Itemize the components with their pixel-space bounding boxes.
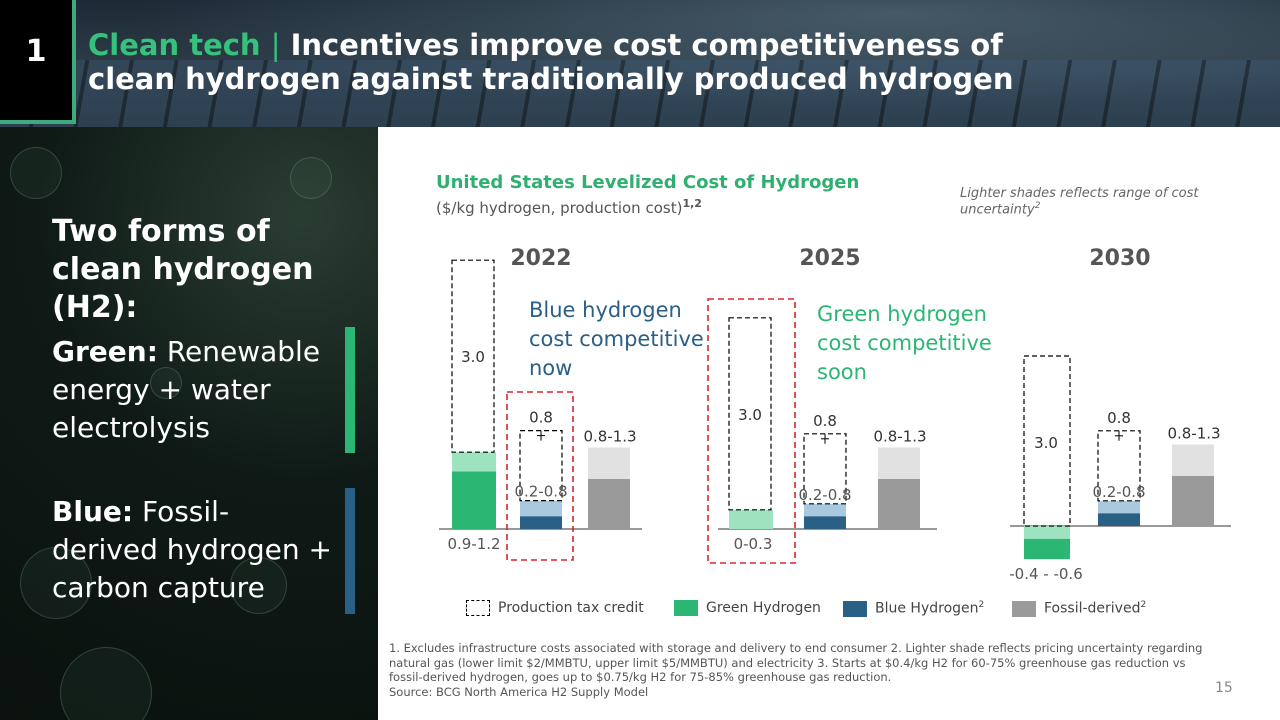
title-accent: Clean tech bbox=[88, 28, 261, 62]
green-ptc-label: 3.0 bbox=[461, 348, 485, 366]
bubble-decoration bbox=[20, 547, 92, 619]
bubble-decoration bbox=[290, 157, 332, 199]
legend-fossil-label: Fossil-derived bbox=[1044, 600, 1141, 617]
green-ptc-label: 3.0 bbox=[1034, 434, 1058, 452]
header-banner: 1 Clean tech | Incentives improve cost c… bbox=[0, 0, 1280, 127]
blue-bar-range bbox=[520, 500, 562, 517]
footnote-source: Source: BCG North America H2 Supply Mode… bbox=[389, 684, 649, 699]
footnote-line1: 1. Excludes infrastructure costs associa… bbox=[389, 641, 1203, 655]
page-title: Clean tech | Incentives improve cost com… bbox=[88, 28, 1088, 96]
left-panel: Two forms of clean hydrogen (H2): Green:… bbox=[0, 127, 378, 720]
green-ptc-bar bbox=[451, 259, 495, 453]
blue-2022-highlight-box bbox=[506, 391, 574, 561]
uncertainty-note-sup: 2 bbox=[1034, 201, 1041, 211]
hydrogen-cost-chart: 2022 3.0 0.9-1.2 0.8 0.2-0.8 0.8-1.3 2025 3.0 0-… bbox=[439, 246, 1231, 583]
green-callout-line: soon bbox=[817, 360, 867, 384]
fossil-bar-range bbox=[588, 447, 630, 479]
blue-definition: Blue: Fossil-derived hydrogen + carbon c… bbox=[52, 493, 332, 607]
legend-green: Green Hydrogen bbox=[674, 600, 821, 620]
green-ptc-bar bbox=[728, 317, 772, 511]
footnote: 1. Excludes infrastructure costs associa… bbox=[389, 641, 1249, 699]
chart-subtitle: ($/kg hydrogen, production cost)1,2 bbox=[436, 197, 702, 217]
fossil-value-label: 0.8-1.3 bbox=[583, 427, 636, 445]
legend-fossil: Fossil-derived2 bbox=[1012, 600, 1146, 620]
green-callout-line: cost competitive bbox=[817, 331, 992, 355]
legend-ptc-label: Production tax credit bbox=[498, 600, 644, 616]
legend-blue: Blue Hydrogen2 bbox=[843, 600, 984, 620]
green-bar-range bbox=[1024, 526, 1070, 539]
legend-fossil-sup: 2 bbox=[1140, 600, 1147, 610]
legend-green-label: Green Hydrogen bbox=[706, 600, 821, 616]
bubble-decoration bbox=[60, 647, 152, 720]
page-number: 15 bbox=[1215, 680, 1233, 696]
blue-bar-low bbox=[520, 516, 562, 529]
chart-title: United States Levelized Cost of Hydrogen bbox=[436, 172, 860, 193]
green-2025-highlight-box bbox=[707, 298, 796, 564]
blue-value-label: 0.2-0.8 bbox=[1092, 483, 1145, 501]
fossil-value-label: 0.8-1.3 bbox=[873, 427, 926, 445]
uncertainty-note-text: Lighter shades reflects range of cost un… bbox=[960, 186, 1199, 218]
green-bar-low bbox=[1024, 538, 1070, 560]
blue-callout-line: cost competitive bbox=[529, 327, 704, 351]
green-label: Green: bbox=[52, 335, 158, 368]
legend-ptc: Production tax credit bbox=[466, 600, 644, 620]
green-value-label: -0.4 - -0.6 bbox=[1009, 565, 1082, 583]
green-ptc-bar bbox=[1023, 355, 1071, 527]
year-label-2030: 2030 bbox=[1089, 246, 1150, 271]
blue-label: Blue: bbox=[52, 495, 134, 528]
blue-callout-line: Blue hydrogen bbox=[529, 298, 682, 322]
legend-blue-swatch bbox=[843, 600, 867, 617]
green-callout-line: Green hydrogen bbox=[817, 302, 987, 326]
green-bar-low bbox=[452, 471, 496, 529]
title-line1: Incentives improve cost competitiveness … bbox=[290, 28, 1003, 62]
legend-ptc-swatch bbox=[466, 600, 490, 616]
fossil-bar-range bbox=[878, 447, 920, 479]
blue-bar-low bbox=[1098, 513, 1140, 526]
green-value-label: 0.9-1.2 bbox=[447, 535, 500, 553]
uncertainty-note: Lighter shades reflects range of cost un… bbox=[960, 186, 1260, 217]
left-heading: Two forms of clean hydrogen (H2): bbox=[52, 214, 314, 325]
legend-fossil-swatch bbox=[1012, 600, 1036, 617]
section-number-box: 1 bbox=[0, 0, 76, 124]
blue-ptc-label: 0.8 bbox=[1107, 409, 1131, 427]
bubble-decoration bbox=[230, 557, 287, 614]
fossil-bar-low bbox=[1172, 475, 1214, 526]
green-definition: Green: Renewable energy + water electrol… bbox=[52, 333, 332, 447]
blue-callout-line: now bbox=[529, 356, 572, 380]
green-value-label: 0-0.3 bbox=[734, 535, 773, 553]
solar-panels-image bbox=[0, 60, 1280, 127]
blue-bar-range bbox=[804, 503, 846, 517]
blue-ptc-label: 0.8 bbox=[529, 409, 553, 427]
blue-bar-range bbox=[1098, 500, 1140, 514]
year-label-2025: 2025 bbox=[799, 246, 860, 271]
fossil-value-label: 0.8-1.3 bbox=[1167, 424, 1220, 442]
blue-value-label: 0.2-0.8 bbox=[514, 483, 567, 501]
legend-blue-label: Blue Hydrogen bbox=[875, 600, 979, 617]
green-bar-range bbox=[452, 452, 496, 472]
green-ptc-label: 3.0 bbox=[738, 406, 762, 424]
fossil-bar-low bbox=[878, 478, 920, 529]
green-text: Renewable energy + water electrolysis bbox=[52, 335, 321, 444]
blue-text: Fossil-derived hydrogen + carbon capture bbox=[52, 495, 332, 604]
year-label-2022: 2022 bbox=[510, 246, 571, 271]
blue-bar-low bbox=[804, 516, 846, 529]
footnote-line2: natural gas (lower limit $2/MMBTU, upper… bbox=[389, 655, 1186, 670]
blue-ptc-label: 0.8 bbox=[813, 412, 837, 430]
blue-value-label: 0.2-0.8 bbox=[798, 486, 851, 504]
blue-accent-bar bbox=[345, 488, 355, 614]
section-number: 1 bbox=[25, 34, 47, 69]
title-separator: | bbox=[270, 28, 281, 62]
green-bar-range bbox=[729, 509, 773, 529]
title-line2: clean hydrogen against traditionally pro… bbox=[88, 62, 1014, 96]
fossil-bar-low bbox=[588, 478, 630, 529]
fossil-bar-range bbox=[1172, 444, 1214, 476]
legend-blue-sup: 2 bbox=[978, 600, 985, 610]
chart-subtitle-text: ($/kg hydrogen, production cost) bbox=[436, 199, 683, 217]
legend-green-swatch bbox=[674, 600, 698, 616]
chart-subtitle-sup: 1,2 bbox=[682, 197, 702, 210]
footnote-line3: fossil-derived hydrogen, goes up to $0.7… bbox=[389, 670, 892, 684]
bubble-decoration bbox=[10, 147, 62, 199]
green-accent-bar bbox=[345, 327, 355, 453]
bubble-decoration bbox=[150, 367, 182, 399]
